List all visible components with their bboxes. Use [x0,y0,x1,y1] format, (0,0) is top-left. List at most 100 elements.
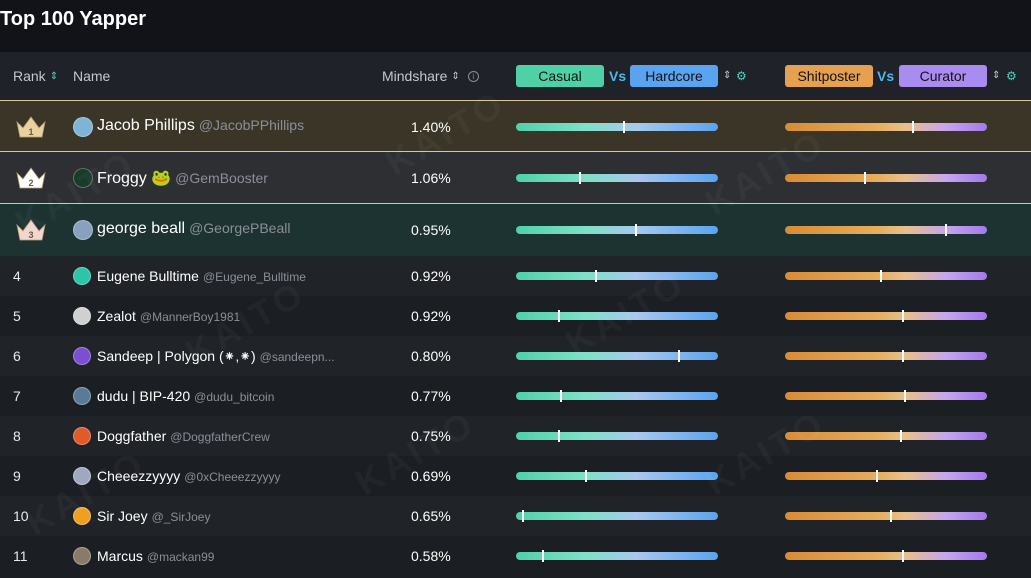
svg-text:2: 2 [28,178,33,188]
user-name[interactable]: Sir Joey @_SirJoey [97,508,210,524]
rank-number: 5 [13,308,21,324]
bar-marker [635,224,637,236]
avatar[interactable] [73,267,91,285]
user-name[interactable]: Jacob Phillips @JacobPPhillips [97,117,304,135]
bar-marker [890,510,892,522]
crown-icon: 1 [16,116,46,138]
table-row[interactable]: 7 dudu | BIP-420 @dudu_bitcoin 0.77% [0,376,1031,416]
user-name[interactable]: Eugene Bulltime @Eugene_Bulltime [97,268,306,284]
mindshare-value: 0.95% [411,222,451,238]
user-name[interactable]: Doggfather @DoggfatherCrew [97,428,270,444]
user-handle: @GemBooster [175,170,268,186]
vs-label: Vs [877,68,895,84]
mindshare-column-header[interactable]: Mindshare ⇕ i [382,68,479,84]
avatar[interactable] [73,387,91,405]
user-handle: @GeorgePBeall [189,220,291,236]
page-title: Top 100 Yapper [0,8,146,30]
rank-number: 10 [13,508,29,524]
bar-marker [558,430,560,442]
casual-hardcore-bar [516,550,718,562]
table-row[interactable]: 11 Marcus @mackan99 0.58% [0,536,1031,576]
avatar[interactable] [73,467,91,485]
shitposter-curator-bar [785,224,987,236]
bar-marker [522,510,524,522]
avatar[interactable] [73,427,91,445]
mindshare-value: 0.58% [411,548,451,564]
casual-hardcore-bar [516,310,718,322]
leaderboard-table: Rank ⇕ Name Mindshare ⇕ i Casual Vs Hard… [0,52,1031,578]
svg-text:1: 1 [28,127,33,137]
gear-icon[interactable]: ⚙ [1006,69,1017,83]
bar-marker [579,172,581,184]
display-name: Sandeep | Polygon (⁕,⁕) [97,348,256,364]
display-name: Eugene Bulltime [97,268,199,284]
name-column-header: Name [73,68,110,84]
table-row[interactable]: 3 george beall @GeorgePBeall 0.95% [0,204,1031,256]
user-handle: @JacobPPhillips [198,117,305,133]
table-row[interactable]: 6 Sandeep | Polygon (⁕,⁕) @sandeepn... 0.80… [0,336,1031,376]
user-name[interactable]: george beall @GeorgePBeall [97,220,290,238]
hardcore-pill[interactable]: Hardcore [630,65,718,87]
curator-pill[interactable]: Curator [899,65,987,87]
sort-icon[interactable]: ⇕ [992,70,1001,81]
sort-icon[interactable]: ⇕ [723,70,732,81]
bar-marker [678,350,680,362]
mindshare-header-label: Mindshare [382,68,448,84]
user-name[interactable]: dudu | BIP-420 @dudu_bitcoin [97,388,274,404]
table-row[interactable]: 2 Froggy 🐸 @GemBooster 1.06% [0,152,1031,204]
rank-header-label: Rank [13,68,46,84]
shitposter-curator-bar [785,390,987,402]
rank-number: 9 [13,468,21,484]
bar-marker [904,390,906,402]
avatar[interactable] [73,117,93,137]
casual-hardcore-bar [516,350,718,362]
user-name[interactable]: Zealot @MannerBoy1981 [97,308,240,324]
mindshare-value: 0.92% [411,308,451,324]
rank-column-header[interactable]: Rank ⇕ [13,68,58,84]
gear-icon[interactable]: ⚙ [736,69,747,83]
shitposter-curator-bar [785,350,987,362]
hardcore-label: Hardcore [645,68,703,84]
casual-pill[interactable]: Casual [516,65,604,87]
rank-number: 11 [13,548,28,564]
display-name: Cheeezzyyyy [97,468,181,484]
table-row[interactable]: 5 Zealot @MannerBoy1981 0.92% [0,296,1031,336]
info-icon[interactable]: i [467,70,479,82]
avatar[interactable] [73,507,91,525]
rank-number: 4 [13,268,21,284]
user-name[interactable]: Sandeep | Polygon (⁕,⁕) @sandeepn... [97,348,335,365]
table-row[interactable]: 9 Cheeezzyyyy @0xCheeezzyyyy 0.69% [0,456,1031,496]
avatar[interactable] [73,220,93,240]
casual-hardcore-bar [516,390,718,402]
avatar[interactable] [73,168,93,188]
user-name[interactable]: Cheeezzyyyy @0xCheeezzyyyy [97,468,280,484]
table-row[interactable]: 10 Sir Joey @_SirJoey 0.65% [0,496,1031,536]
display-name: Doggfather [97,428,167,444]
sort-icon[interactable]: ⇕ [49,70,59,82]
user-name[interactable]: Marcus @mackan99 [97,548,214,564]
table-row[interactable]: 1 Jacob Phillips @JacobPPhillips 1.40% [0,100,1031,152]
table-row[interactable]: 4 Eugene Bulltime @Eugene_Bulltime 0.92% [0,256,1031,296]
bar-marker [560,390,562,402]
user-handle: @DoggfatherCrew [170,430,270,444]
casual-hardcore-bar [516,510,718,522]
casual-hardcore-bar [516,430,718,442]
svg-text:3: 3 [28,230,33,240]
shitposter-pill[interactable]: Shitposter [785,65,873,87]
avatar[interactable] [73,547,91,565]
display-name: george beall [97,220,186,237]
bar-marker [542,550,544,562]
user-handle: @0xCheeezzyyyy [184,470,281,484]
bar-marker [864,172,866,184]
sort-icon[interactable]: ⇕ [451,70,460,82]
user-handle: @dudu_bitcoin [194,390,275,404]
table-header: Rank ⇕ Name Mindshare ⇕ i Casual Vs Hard… [0,52,1031,100]
mindshare-value: 0.80% [411,348,451,364]
casual-hardcore-bar [516,224,718,236]
user-handle: @Eugene_Bulltime [202,270,306,284]
avatar[interactable] [73,347,91,365]
display-name: Sir Joey [97,508,148,524]
avatar[interactable] [73,307,91,325]
table-row[interactable]: 8 Doggfather @DoggfatherCrew 0.75% [0,416,1031,456]
user-name[interactable]: Froggy 🐸 @GemBooster [97,168,268,188]
